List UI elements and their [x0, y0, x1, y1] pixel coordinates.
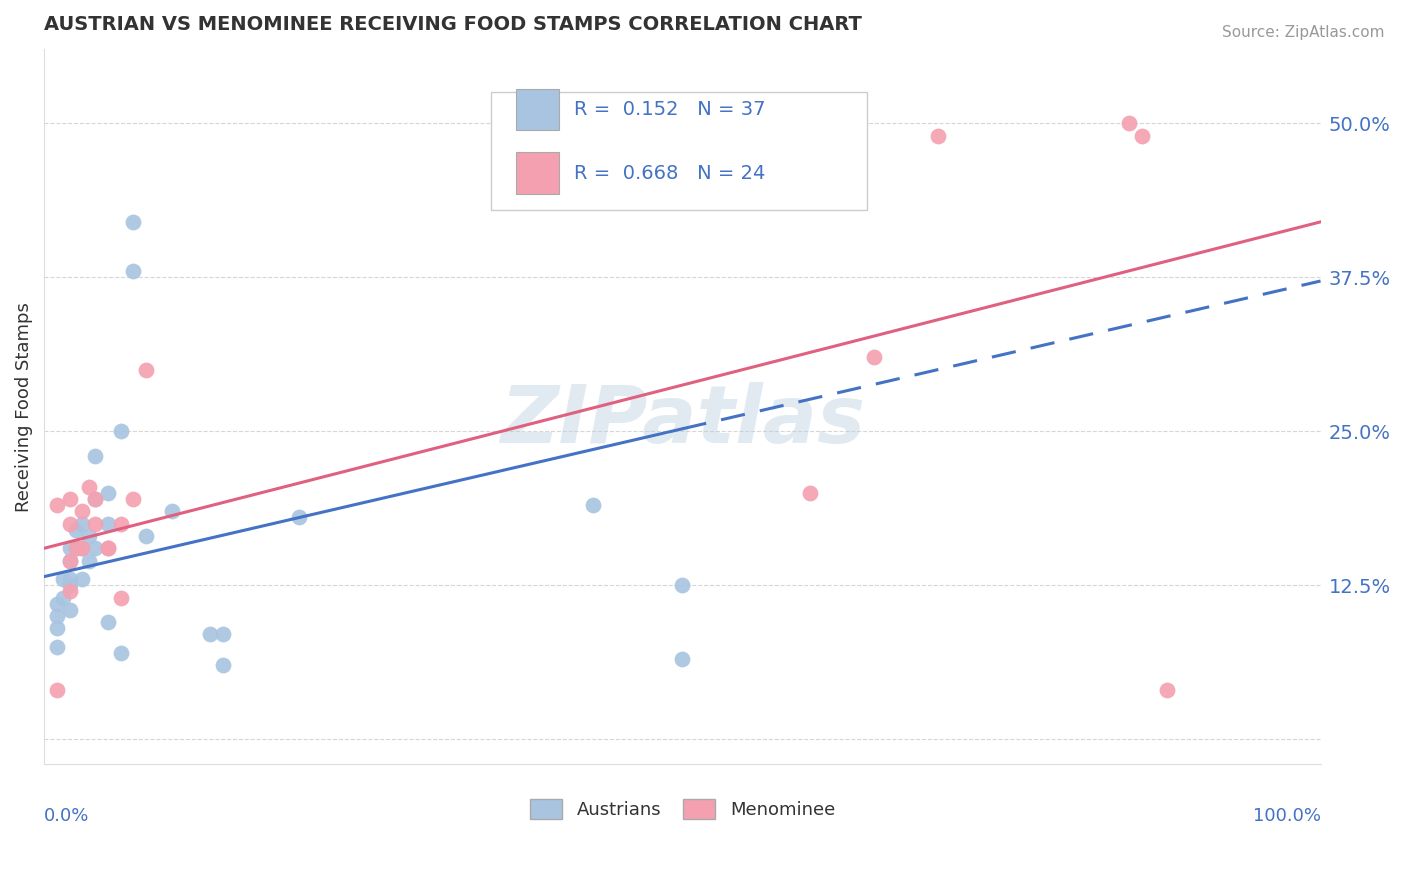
Point	[59, 553, 82, 567]
Point	[862, 351, 884, 365]
Point	[671, 652, 693, 666]
Point	[72, 572, 94, 586]
Point	[122, 264, 145, 278]
Point	[45, 640, 67, 654]
FancyBboxPatch shape	[516, 88, 558, 130]
Point	[65, 523, 87, 537]
Point	[160, 504, 183, 518]
Point	[582, 498, 605, 512]
Point	[97, 541, 120, 556]
Point	[97, 541, 120, 556]
Point	[110, 646, 132, 660]
Point	[122, 215, 145, 229]
Point	[52, 572, 75, 586]
Point	[59, 553, 82, 567]
Point	[59, 491, 82, 506]
Point	[97, 516, 120, 531]
Point	[65, 541, 87, 556]
Point	[135, 362, 157, 376]
Point	[84, 541, 107, 556]
FancyBboxPatch shape	[516, 153, 558, 194]
Point	[72, 541, 94, 556]
Point	[84, 449, 107, 463]
Point	[72, 541, 94, 556]
Point	[59, 541, 82, 556]
Point	[97, 486, 120, 500]
Point	[135, 529, 157, 543]
Point	[52, 591, 75, 605]
Text: R =  0.152   N = 37: R = 0.152 N = 37	[574, 100, 765, 119]
Point	[59, 516, 82, 531]
Point	[59, 584, 82, 599]
Point	[122, 491, 145, 506]
Point	[211, 658, 233, 673]
Point	[211, 627, 233, 641]
Point	[198, 627, 221, 641]
FancyBboxPatch shape	[491, 92, 868, 211]
Point	[59, 603, 82, 617]
Point	[59, 578, 82, 592]
Point	[77, 553, 100, 567]
Point	[45, 498, 67, 512]
Point	[671, 578, 693, 592]
Point	[65, 541, 87, 556]
Y-axis label: Receiving Food Stamps: Receiving Food Stamps	[15, 301, 32, 512]
Point	[59, 572, 82, 586]
Point	[288, 510, 311, 524]
Text: 0.0%: 0.0%	[44, 806, 90, 825]
Text: Source: ZipAtlas.com: Source: ZipAtlas.com	[1222, 25, 1385, 40]
Point	[110, 424, 132, 438]
Point	[77, 480, 100, 494]
Point	[45, 597, 67, 611]
Point	[1118, 116, 1140, 130]
Point	[72, 516, 94, 531]
Point	[45, 621, 67, 635]
Point	[72, 504, 94, 518]
Point	[927, 128, 949, 143]
Point	[110, 516, 132, 531]
Text: 100.0%: 100.0%	[1253, 806, 1320, 825]
Point	[77, 529, 100, 543]
Point	[84, 516, 107, 531]
Point	[84, 491, 107, 506]
Text: AUSTRIAN VS MENOMINEE RECEIVING FOOD STAMPS CORRELATION CHART: AUSTRIAN VS MENOMINEE RECEIVING FOOD STA…	[44, 15, 862, 34]
Point	[1156, 682, 1178, 697]
Text: ZIPatlas: ZIPatlas	[499, 382, 865, 460]
Point	[84, 491, 107, 506]
Text: R =  0.668   N = 24: R = 0.668 N = 24	[574, 163, 765, 183]
Point	[110, 591, 132, 605]
Legend: Austrians, Menominee: Austrians, Menominee	[523, 792, 842, 826]
Point	[97, 615, 120, 630]
Point	[45, 609, 67, 624]
Point	[1130, 128, 1153, 143]
Point	[799, 486, 821, 500]
Point	[45, 682, 67, 697]
